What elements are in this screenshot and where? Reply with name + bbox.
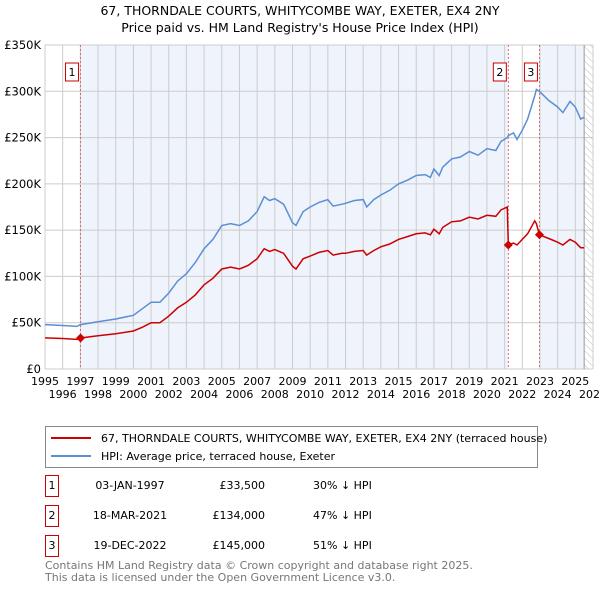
x-tick-label: 2023 xyxy=(526,375,554,388)
x-tick-label: 1998 xyxy=(84,388,112,401)
y-tick-label: £0 xyxy=(26,362,41,376)
sale-number-badge: 2 xyxy=(45,505,59,527)
sale-price: £145,000 xyxy=(212,539,266,552)
footer-licence: This data is licensed under the Open Gov… xyxy=(45,571,396,584)
sale-date: 03-JAN-1997 xyxy=(95,479,165,492)
sale-date: 19-DEC-2022 xyxy=(93,539,167,552)
x-tick-label: 2005 xyxy=(208,375,236,388)
series-line-property xyxy=(44,205,585,341)
y-tick-label: £350K xyxy=(4,38,41,52)
sale-point xyxy=(503,240,513,250)
sale-hpi-delta: 47% ↓ HPI xyxy=(313,509,372,522)
x-tick-label: 2021 xyxy=(491,375,519,388)
sale-number-badge: 3 xyxy=(45,535,59,557)
sale-point xyxy=(534,230,544,240)
sale-label: 1 xyxy=(69,66,76,79)
x-tick-label: 2011 xyxy=(314,375,342,388)
legend-swatch-property xyxy=(51,437,91,439)
x-tick-label: 2017 xyxy=(420,375,448,388)
y-tick-label: £300K xyxy=(4,84,41,98)
x-tick-label: 2014 xyxy=(367,388,395,401)
x-tick-label: 2013 xyxy=(349,375,377,388)
x-tick-label: 1999 xyxy=(102,375,130,388)
x-tick-label: 2010 xyxy=(296,388,324,401)
sale-label-box xyxy=(523,62,538,82)
price-chart: 1995199619971998199920002001200220032004… xyxy=(4,38,600,401)
y-tick-label: £150K xyxy=(4,223,41,237)
y-tick-label: £250K xyxy=(4,131,41,145)
chart-title: 67, THORNDALE COURTS, WHITYCOMBE WAY, EX… xyxy=(100,3,500,18)
x-tick-label: 2004 xyxy=(190,388,218,401)
shaded-period xyxy=(80,45,509,369)
x-tick-label: 1995 xyxy=(31,375,59,388)
legend: 67, THORNDALE COURTS, WHITYCOMBE WAY, EX… xyxy=(45,426,547,468)
footer-copyright: Contains HM Land Registry data © Crown c… xyxy=(45,559,473,572)
sale-number-badge: 1 xyxy=(45,475,59,497)
legend-label-hpi: HPI: Average price, terraced house, Exet… xyxy=(101,449,336,463)
sale-price: £33,500 xyxy=(219,479,266,492)
x-tick-label: 2012 xyxy=(332,388,360,401)
x-tick-label: 1996 xyxy=(49,388,77,401)
x-tick-label: 2015 xyxy=(385,375,413,388)
y-tick-label: £100K xyxy=(4,269,41,283)
x-tick-label: 2007 xyxy=(243,375,271,388)
legend-label-property: 67, THORNDALE COURTS, WHITYCOMBE WAY, EX… xyxy=(101,431,548,445)
x-tick-label: 2020 xyxy=(473,388,501,401)
x-tick-label: 2009 xyxy=(278,375,306,388)
y-tick-label: £200K xyxy=(4,177,41,191)
sale-label-box xyxy=(492,62,507,82)
x-tick-label: 2026 xyxy=(579,388,600,401)
sale-price: £134,000 xyxy=(212,509,266,522)
sale-hpi-delta: 30% ↓ HPI xyxy=(313,479,372,492)
sale-label-box xyxy=(65,62,80,82)
sale-hpi-delta: 51% ↓ HPI xyxy=(313,539,372,552)
x-tick-label: 2006 xyxy=(225,388,253,401)
x-tick-label: 2024 xyxy=(544,388,572,401)
x-tick-label: 2016 xyxy=(402,388,430,401)
x-tick-label: 2025 xyxy=(561,375,589,388)
table-row: 2 18-MAR-2021 £134,000 47% ↓ HPI xyxy=(45,505,445,527)
chart-subtitle: Price paid vs. HM Land Registry's House … xyxy=(121,20,479,35)
sale-date: 18-MAR-2021 xyxy=(92,509,168,522)
series-line-hpi xyxy=(44,88,585,328)
x-tick-label: 2008 xyxy=(261,388,289,401)
x-tick-label: 2022 xyxy=(508,388,536,401)
x-tick-label: 2003 xyxy=(172,375,200,388)
forecast-hatch xyxy=(584,45,593,369)
legend-item-hpi: HPI: Average price, terraced house, Exet… xyxy=(51,448,335,464)
x-tick-label: 2001 xyxy=(137,375,165,388)
table-row: 3 19-DEC-2022 £145,000 51% ↓ HPI xyxy=(45,535,445,557)
sale-label: 3 xyxy=(527,66,534,79)
x-tick-label: 2019 xyxy=(455,375,483,388)
x-tick-label: 2002 xyxy=(155,388,183,401)
footer: Contains HM Land Registry data © Crown c… xyxy=(45,560,473,584)
sale-point xyxy=(76,333,86,343)
legend-item-property: 67, THORNDALE COURTS, WHITYCOMBE WAY, EX… xyxy=(51,430,547,446)
shaded-period xyxy=(539,45,585,369)
legend-swatch-hpi xyxy=(51,455,91,457)
y-tick-label: £50K xyxy=(12,316,42,330)
x-tick-label: 2018 xyxy=(438,388,466,401)
sale-label: 2 xyxy=(496,66,503,79)
x-tick-label: 1997 xyxy=(66,375,94,388)
x-tick-label: 2000 xyxy=(119,388,147,401)
table-row: 1 03-JAN-1997 £33,500 30% ↓ HPI xyxy=(45,475,445,497)
